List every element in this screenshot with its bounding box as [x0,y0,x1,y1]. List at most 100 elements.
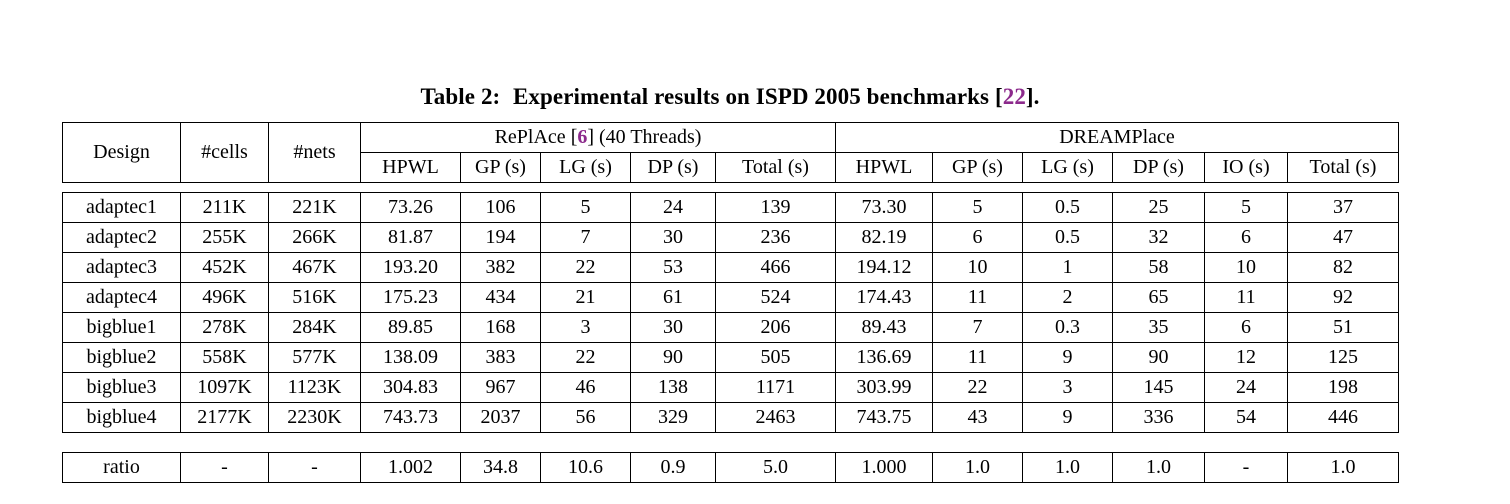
design-cell: adaptec3 [62,252,181,283]
value-cell: 1.0 [1022,452,1113,483]
value-cell: 30 [630,312,716,343]
value-cell: 0.9 [630,452,716,483]
col-header-replace-total: Total (s) [715,152,836,183]
table-row: ratio - -1.002 34.8 10.6 0.9 5.0 1.000 1.0 1.0 1.0… [62,452,1399,483]
table-row: bigblue4 2177K 2230K 743.73 2037 56 329 2463 743… [62,402,1399,433]
value-cell: 24 [630,192,716,223]
value-cell: 446 [1287,402,1399,433]
value-cell: 47 [1287,222,1399,253]
value-cell: 1 [1022,252,1113,283]
col-header-cells: #cells [180,122,269,183]
value-cell: 1.0 [1287,452,1399,483]
value-cell: 51 [1287,312,1399,343]
value-cell: 35 [1112,312,1205,343]
value-cell: 1.0 [1112,452,1205,483]
value-cell: 22 [540,252,631,283]
value-cell: 278K [180,312,269,343]
col-header-replace-hpwl: HPWL [360,152,461,183]
value-cell: 524 [715,282,836,313]
design-cell: bigblue1 [62,312,181,343]
value-cell: 89.85 [360,312,461,343]
value-cell: 382 [460,252,541,283]
design-cell: bigblue4 [62,402,181,433]
value-cell: 434 [460,282,541,313]
value-cell: 505 [715,342,836,373]
value-cell: 206 [715,312,836,343]
group-header-dreamplace: DREAMPlace [835,122,1399,153]
value-cell: 54 [1204,402,1288,433]
replace-label-post: ] (40 Threads) [587,126,702,148]
citation-bracket-open: [ [994,84,1003,109]
value-cell: 1123K [268,372,361,403]
col-header-dreamplace-io: IO (s) [1204,152,1288,183]
table-row: bigblue3 1097K 1123K 304.83 967 46 138 1171 303.… [62,372,1399,403]
col-header-dreamplace-total: Total (s) [1287,152,1399,183]
value-cell: 2 [1022,282,1113,313]
value-cell: 53 [630,252,716,283]
value-cell: 304.83 [360,372,461,403]
value-cell: 2037 [460,402,541,433]
value-cell: 5 [540,192,631,223]
design-cell: adaptec2 [62,222,181,253]
design-cell: bigblue2 [62,342,181,373]
value-cell: 145 [1112,372,1205,403]
value-cell: 329 [630,402,716,433]
value-cell: 6 [932,222,1023,253]
value-cell: 73.26 [360,192,461,223]
value-cell: 266K [268,222,361,253]
col-header-replace-gp: GP (s) [460,152,541,183]
value-cell: 452K [180,252,269,283]
value-cell: 193.20 [360,252,461,283]
value-cell: 56 [540,402,631,433]
value-cell: 0.5 [1022,222,1113,253]
value-cell: 43 [932,402,1023,433]
value-cell: 12 [1204,342,1288,373]
value-cell: 236 [715,222,836,253]
value-cell: 1.0 [932,452,1023,483]
value-cell: 24 [1204,372,1288,403]
value-cell: 61 [630,282,716,313]
replace-label-pre: RePlAce [ [494,126,578,148]
value-cell: 6 [1204,312,1288,343]
value-cell: - [180,452,269,483]
citation-link[interactable]: 6 [577,126,588,148]
table-row: adaptec2 255K 266K 81.87 194 7 30 236 82.19 6 0.5 3… [62,222,1399,253]
value-cell: 174.43 [835,282,933,313]
citation-link[interactable]: 22 [1002,84,1026,109]
value-cell: 743.73 [360,402,461,433]
value-cell: 11 [1204,282,1288,313]
design-cell: ratio [62,452,181,483]
value-cell: 136.69 [835,342,933,373]
value-cell: 3 [540,312,631,343]
col-header-dreamplace-hpwl: HPWL [835,152,933,183]
value-cell: 194.12 [835,252,933,283]
results-table-ratio: ratio - -1.002 34.8 10.6 0.9 5.0 1.000 1.0 1.0 1.0… [62,452,1399,483]
table-row: bigblue2 558K 577K 138.09 383 22 90 505 136.69 11… [62,342,1399,373]
value-cell: 1.000 [835,452,933,483]
value-cell: 82.19 [835,222,933,253]
value-cell: 558K [180,342,269,373]
table-row: adaptec4 496K 516K 175.23 434 21 61 524 174.43 11… [62,282,1399,313]
value-cell: 7 [540,222,631,253]
value-cell: 2463 [715,402,836,433]
value-cell: 255K [180,222,269,253]
group-header-replace: RePlAce [6] (40 Threads) [360,122,836,153]
table-row: adaptec3 452K 467K 193.20 382 22 53 466 194.12 10… [62,252,1399,283]
table-row: adaptec1 211K 221K 73.26 106 5 24 139 73.30 5 0.5 2… [62,192,1399,223]
value-cell: 25 [1112,192,1205,223]
value-cell: 7 [932,312,1023,343]
value-cell: 467K [268,252,361,283]
value-cell: 138 [630,372,716,403]
value-cell: 9 [1022,342,1113,373]
value-cell: 168 [460,312,541,343]
value-cell: 73.30 [835,192,933,223]
col-header-design: Design [62,122,181,183]
value-cell: 22 [540,342,631,373]
value-cell: 3 [1022,372,1113,403]
value-cell: 90 [630,342,716,373]
value-cell: 2177K [180,402,269,433]
value-cell: 2230K [268,402,361,433]
value-cell: 336 [1112,402,1205,433]
design-cell: bigblue3 [62,372,181,403]
